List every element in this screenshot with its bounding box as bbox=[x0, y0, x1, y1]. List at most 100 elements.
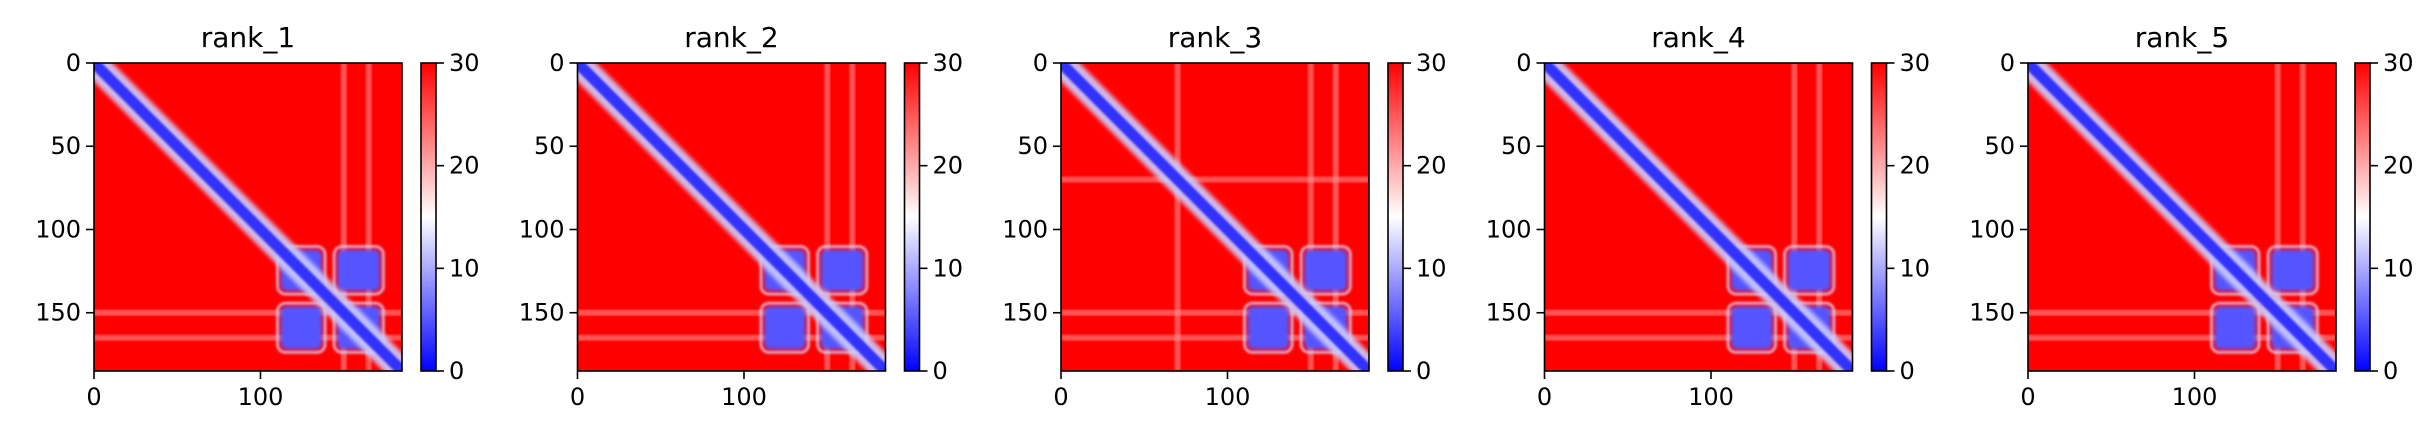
domain-block-edge bbox=[1242, 244, 1294, 296]
colorbar-tick-label: 30 bbox=[1900, 49, 1931, 77]
colorbar-tick-label: 30 bbox=[933, 49, 964, 77]
panel-title: rank_1 bbox=[201, 21, 295, 54]
streak-column bbox=[365, 63, 372, 371]
x-tick-label: 0 bbox=[1053, 383, 1068, 411]
x-tick-label: 0 bbox=[1537, 383, 1552, 411]
domain-block-edge bbox=[332, 301, 385, 354]
y-tick-label: 0 bbox=[66, 49, 81, 77]
y-tick-label: 50 bbox=[1501, 132, 1532, 160]
streak-column bbox=[1307, 63, 1314, 371]
colorbar-tick-label: 20 bbox=[1416, 152, 1447, 180]
domain-block bbox=[280, 306, 323, 350]
y-tick-label: 150 bbox=[35, 299, 81, 327]
colorbar-tick-label: 10 bbox=[1416, 254, 1447, 282]
colorbar-tick-label: 20 bbox=[449, 152, 480, 180]
domain-block-edge bbox=[2266, 244, 2319, 296]
colorbar-frame bbox=[1870, 62, 1888, 372]
diagonal-band bbox=[1061, 63, 1369, 371]
axes-frame bbox=[2027, 62, 2337, 372]
colorbar bbox=[421, 63, 436, 371]
streak-row bbox=[1061, 309, 1369, 316]
colorbar-tick-label: 10 bbox=[1900, 254, 1931, 282]
axes-frame bbox=[93, 62, 403, 372]
y-tick-label: 0 bbox=[549, 49, 564, 77]
x-tick-label: 100 bbox=[2172, 383, 2218, 411]
colorbar-frame bbox=[903, 62, 921, 372]
colorbar bbox=[904, 63, 920, 371]
colorbar-frame bbox=[420, 62, 437, 372]
y-tick-label: 0 bbox=[2000, 49, 2015, 77]
domain-block-edge bbox=[1783, 244, 1836, 296]
domain-block-edge bbox=[1726, 301, 1778, 354]
domain-block bbox=[763, 306, 806, 350]
heatmap-cells bbox=[577, 63, 886, 371]
y-tick-label: 50 bbox=[534, 132, 565, 160]
y-tick-label: 50 bbox=[1984, 132, 2015, 160]
diagonal-band bbox=[577, 63, 886, 371]
streak-column bbox=[2274, 63, 2281, 371]
streak-column bbox=[824, 63, 831, 371]
colorbar-tick-label: 20 bbox=[933, 152, 964, 180]
heatmap-cells bbox=[94, 63, 402, 371]
colorbar bbox=[2355, 63, 2370, 371]
y-tick-label: 100 bbox=[1002, 215, 1048, 243]
x-tick-label: 100 bbox=[1205, 383, 1251, 411]
streak-row bbox=[577, 309, 886, 316]
colorbar-frame bbox=[2354, 62, 2371, 372]
domain-block-edge bbox=[759, 301, 811, 354]
domain-block bbox=[820, 249, 864, 292]
streak-row bbox=[577, 334, 886, 341]
heatmap-panel: rank_1 0 100 0 50 100 150 0 10 20 30 bbox=[35, 21, 479, 411]
panel-title: rank_3 bbox=[1168, 21, 1262, 54]
heatmap-cells bbox=[1544, 63, 1853, 371]
colorbar-tick-label: 0 bbox=[449, 357, 464, 385]
streak-column bbox=[2299, 63, 2306, 371]
diagonal-band bbox=[94, 63, 402, 371]
streak-column bbox=[1791, 63, 1798, 371]
domain-block-edge bbox=[1299, 301, 1352, 354]
x-tick-label: 100 bbox=[721, 383, 767, 411]
y-tick-label: 0 bbox=[1033, 49, 1048, 77]
y-tick-label: 150 bbox=[1002, 299, 1048, 327]
colorbar-frame bbox=[1387, 62, 1404, 372]
domain-block bbox=[1247, 306, 1290, 350]
domain-block bbox=[2271, 249, 2315, 292]
heatmap-cells bbox=[1061, 63, 1369, 371]
streak-row bbox=[94, 309, 402, 316]
y-tick-label: 100 bbox=[519, 215, 565, 243]
streak-row bbox=[1544, 334, 1853, 341]
domain-block bbox=[1787, 249, 1831, 292]
x-tick-label: 0 bbox=[570, 383, 585, 411]
domain-block-edge bbox=[2209, 244, 2261, 296]
x-tick-label: 100 bbox=[238, 383, 284, 411]
domain-block bbox=[1730, 306, 1773, 350]
domain-block-edge bbox=[1783, 301, 1836, 354]
y-tick-label: 100 bbox=[35, 215, 81, 243]
streak-column bbox=[849, 63, 856, 371]
colorbar-tick-label: 0 bbox=[933, 357, 948, 385]
domain-block-edge bbox=[1726, 244, 1778, 296]
domain-block-edge bbox=[816, 301, 869, 354]
streak-column bbox=[340, 63, 347, 371]
colorbar-tick-label: 30 bbox=[2383, 49, 2414, 77]
x-tick-label: 0 bbox=[2020, 383, 2035, 411]
colorbar-tick-label: 0 bbox=[2383, 357, 2398, 385]
domain-block-edge bbox=[332, 244, 385, 296]
colorbar-tick-label: 20 bbox=[2383, 152, 2414, 180]
heatmap-panel: rank_3 0 100 0 50 100 150 0 10 20 30 bbox=[1002, 21, 1446, 411]
heatmap-panel: rank_5 0 100 0 50 100 150 0 10 20 30 bbox=[1969, 21, 2413, 411]
y-tick-label: 150 bbox=[1486, 299, 1532, 327]
y-tick-label: 50 bbox=[50, 132, 81, 160]
x-tick-label: 100 bbox=[1688, 383, 1734, 411]
domain-block-edge bbox=[2266, 301, 2319, 354]
streak-row bbox=[1061, 176, 1369, 183]
heatmap-cells bbox=[2028, 63, 2336, 371]
heatmap-panel: rank_4 0 100 0 50 100 150 0 10 20 30 bbox=[1486, 21, 1930, 411]
domain-block-edge bbox=[759, 244, 811, 296]
y-tick-label: 100 bbox=[1969, 215, 2015, 243]
colorbar-tick-label: 10 bbox=[933, 254, 964, 282]
domain-block bbox=[2214, 306, 2257, 350]
streak-column bbox=[1174, 63, 1181, 371]
axes-frame bbox=[576, 62, 887, 372]
